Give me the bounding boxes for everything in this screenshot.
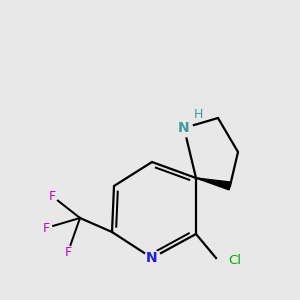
Text: N: N: [146, 251, 158, 265]
Text: F: F: [64, 245, 72, 259]
Text: F: F: [48, 190, 56, 202]
Text: Cl: Cl: [228, 254, 241, 266]
Text: F: F: [42, 221, 50, 235]
Text: H: H: [193, 107, 203, 121]
Text: N: N: [178, 121, 190, 135]
Polygon shape: [196, 178, 231, 190]
